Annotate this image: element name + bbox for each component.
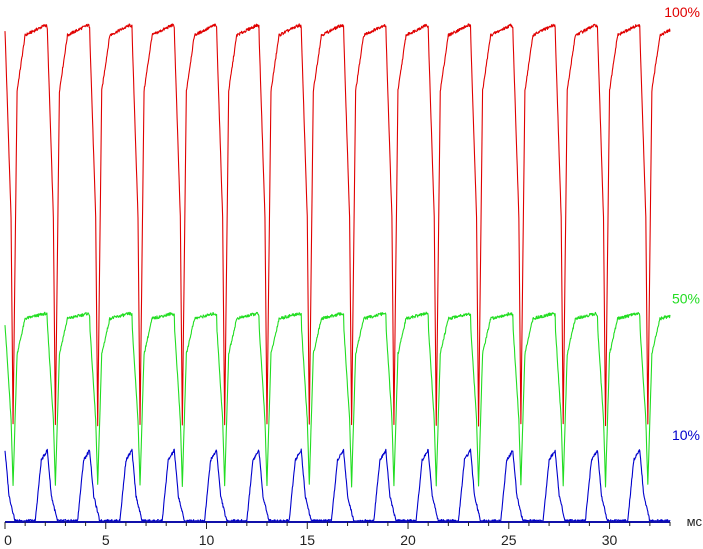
x-unit-label: мс (687, 514, 703, 529)
x-tick-label: 10 (199, 532, 215, 548)
series-line-100pct (4, 23, 671, 427)
series-line-10pct (4, 448, 671, 522)
x-tick-label: 15 (299, 532, 315, 548)
x-tick-label: 0 (4, 532, 12, 548)
series-label: 50% (672, 291, 700, 307)
x-tick-label: 20 (400, 532, 416, 548)
series-labels: 100% 50% 10% (664, 4, 700, 443)
series-label: 10% (672, 427, 700, 443)
series-label: 100% (664, 4, 700, 20)
x-tick-label: 30 (602, 532, 618, 548)
series-line-50pct (4, 311, 671, 488)
x-axis: 0 5 10 15 20 25 30 мс (4, 514, 702, 548)
series-layer (4, 23, 671, 522)
x-tick-label: 25 (501, 532, 517, 548)
x-tick-label: 5 (102, 532, 110, 548)
